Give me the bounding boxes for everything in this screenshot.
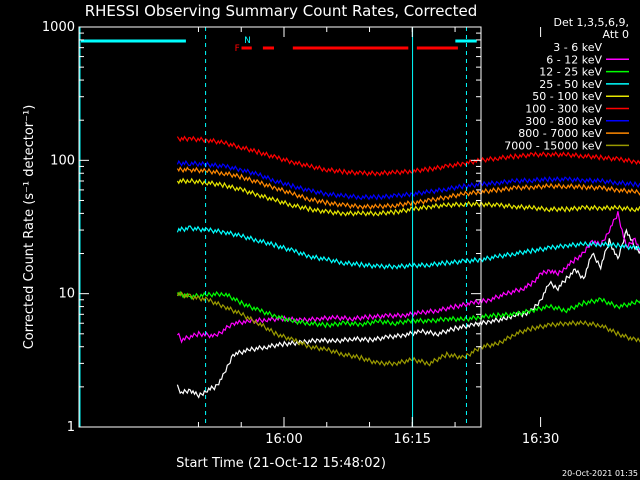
legend-label: 12 - 25 keV — [539, 66, 602, 79]
series-line — [176, 225, 640, 270]
x-tick-label: 16:00 — [265, 432, 302, 447]
flag-f-label: F — [235, 44, 240, 54]
legend-label: 6 - 12 keV — [546, 53, 602, 66]
series-line — [176, 228, 640, 399]
plot-frame — [78, 26, 482, 428]
legend-label: 7000 - 15000 keV — [504, 139, 602, 152]
series-line — [176, 135, 640, 177]
footer-date: 20-Oct-2021 01:35 — [562, 469, 638, 478]
y-tick-label: 1 — [67, 420, 75, 435]
flag-n-label: N — [244, 36, 251, 46]
legend-label: 25 - 50 keV — [539, 78, 602, 91]
x-tick-label: 16:15 — [394, 432, 431, 447]
legend-label: 100 - 300 keV — [525, 103, 602, 116]
legend-header-line-2: Att 0 — [603, 28, 629, 41]
legend-header-line-1: Det 1,3,5,6,9, — [553, 16, 629, 29]
chart-title: RHESSI Observing Summary Count Rates, Co… — [85, 2, 478, 20]
series-line — [176, 291, 640, 367]
series-line — [176, 290, 640, 329]
series-line — [176, 211, 640, 344]
legend-label: 800 - 7000 keV — [518, 127, 602, 140]
legend-label: 50 - 100 keV — [532, 90, 602, 103]
y-axis: 1 10 100 1000 — [42, 20, 481, 435]
x-tick-label: 16:30 — [522, 432, 559, 447]
legend-label: 3 - 6 keV — [553, 41, 602, 54]
y-tick-label: 10 — [58, 287, 75, 302]
series-line — [176, 166, 640, 210]
y-tick-label: 100 — [50, 153, 75, 168]
y-tick-label: 1000 — [42, 20, 75, 35]
plot-series — [176, 135, 640, 399]
x-axis-label: Start Time (21-Oct-12 15:48:02) — [176, 456, 386, 471]
y-axis-label: Corrected Count Rate (s⁻¹ detector⁻¹) — [22, 105, 37, 350]
series-line — [176, 177, 640, 217]
series-line — [176, 159, 640, 201]
observing-flags: NF — [79, 27, 477, 427]
legend-header: Det 1,3,5,6,9, Att 0 — [553, 16, 629, 41]
legend-label: 300 - 800 keV — [525, 115, 602, 128]
